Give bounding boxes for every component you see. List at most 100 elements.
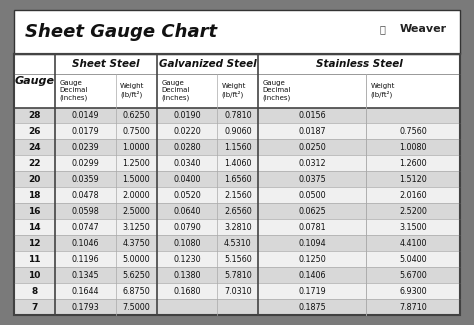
Text: 3.2810: 3.2810: [224, 223, 252, 232]
Text: 5.6700: 5.6700: [399, 271, 427, 280]
Text: Stainless Steel: Stainless Steel: [316, 59, 402, 69]
Text: 2.1560: 2.1560: [224, 191, 252, 200]
Text: Galvanized Steel: Galvanized Steel: [159, 59, 256, 69]
Text: 0.7560: 0.7560: [399, 127, 427, 136]
Text: 0.1230: 0.1230: [173, 255, 201, 264]
Text: 0.0220: 0.0220: [173, 127, 201, 136]
Text: 14: 14: [28, 223, 41, 232]
Text: 0.0781: 0.0781: [299, 223, 326, 232]
Text: 22: 22: [28, 159, 41, 168]
Text: 1.6560: 1.6560: [224, 175, 252, 184]
Text: 0.1644: 0.1644: [72, 287, 99, 296]
Text: 3.1250: 3.1250: [122, 223, 150, 232]
Text: 3.1500: 3.1500: [399, 223, 427, 232]
Text: 5.0000: 5.0000: [122, 255, 150, 264]
Text: 16: 16: [28, 207, 41, 216]
Text: 0.0179: 0.0179: [72, 127, 100, 136]
Text: 1.5120: 1.5120: [399, 175, 427, 184]
Text: 0.0640: 0.0640: [173, 207, 201, 216]
Text: 8: 8: [32, 287, 38, 296]
Text: 5.6250: 5.6250: [122, 271, 150, 280]
Text: 0.1094: 0.1094: [299, 239, 326, 248]
Text: 0.0239: 0.0239: [72, 143, 100, 152]
Text: 0.0520: 0.0520: [173, 191, 201, 200]
Bar: [14, 299, 460, 315]
Text: 0.0500: 0.0500: [299, 191, 326, 200]
Text: 🚛: 🚛: [380, 24, 385, 34]
Text: 1.0000: 1.0000: [123, 143, 150, 152]
Text: 0.0340: 0.0340: [173, 159, 201, 168]
Text: 0.0747: 0.0747: [72, 223, 100, 232]
Text: 1.1560: 1.1560: [224, 143, 252, 152]
Text: 2.5000: 2.5000: [122, 207, 150, 216]
Bar: [14, 203, 460, 219]
Bar: [14, 124, 460, 139]
Text: Gauge
Decimal
(inches): Gauge Decimal (inches): [161, 80, 190, 101]
Text: 0.1080: 0.1080: [173, 239, 201, 248]
Text: Gauge
Decimal
(inches): Gauge Decimal (inches): [263, 80, 291, 101]
Text: 0.1680: 0.1680: [173, 287, 201, 296]
Text: 5.1560: 5.1560: [224, 255, 252, 264]
Text: Weight
(lb/ft²): Weight (lb/ft²): [222, 83, 246, 98]
Text: Sheet Steel: Sheet Steel: [72, 59, 140, 69]
Bar: [14, 10, 460, 54]
Text: 0.0149: 0.0149: [72, 111, 100, 120]
Text: 0.0187: 0.0187: [299, 127, 326, 136]
Text: 1.0080: 1.0080: [399, 143, 427, 152]
Text: 0.0478: 0.0478: [72, 191, 100, 200]
Text: 12: 12: [28, 239, 41, 248]
Bar: [14, 251, 460, 267]
Text: 0.1875: 0.1875: [299, 303, 326, 312]
Text: 24: 24: [28, 143, 41, 152]
Text: 0.0625: 0.0625: [299, 207, 326, 216]
Bar: [14, 235, 460, 251]
Text: 5.0400: 5.0400: [399, 255, 427, 264]
Text: 7.5000: 7.5000: [122, 303, 150, 312]
Text: 1.2500: 1.2500: [122, 159, 150, 168]
Text: 2.0160: 2.0160: [399, 191, 427, 200]
Bar: [14, 283, 460, 299]
Bar: [14, 54, 55, 108]
Text: Weight
(lb/ft²): Weight (lb/ft²): [371, 83, 395, 98]
Text: 7.8710: 7.8710: [399, 303, 427, 312]
Text: 2.6560: 2.6560: [224, 207, 252, 216]
Text: 0.0312: 0.0312: [299, 159, 326, 168]
Text: 0.6250: 0.6250: [122, 111, 150, 120]
Text: 0.1345: 0.1345: [72, 271, 100, 280]
Bar: [14, 139, 460, 155]
Text: 0.7500: 0.7500: [122, 127, 150, 136]
Text: 0.0790: 0.0790: [173, 223, 201, 232]
Text: 10: 10: [28, 271, 41, 280]
Text: 20: 20: [28, 175, 41, 184]
Bar: [14, 54, 460, 108]
Text: 0.1406: 0.1406: [299, 271, 326, 280]
Text: Weaver: Weaver: [399, 24, 447, 34]
Text: 0.1196: 0.1196: [72, 255, 100, 264]
Text: 7: 7: [32, 303, 38, 312]
Text: 1.4060: 1.4060: [224, 159, 252, 168]
Text: 0.1380: 0.1380: [173, 271, 201, 280]
Text: 0.0400: 0.0400: [173, 175, 201, 184]
Bar: [14, 171, 460, 188]
Text: 2.0000: 2.0000: [122, 191, 150, 200]
Text: 4.5310: 4.5310: [224, 239, 252, 248]
Bar: [14, 219, 460, 235]
Text: 4.3750: 4.3750: [122, 239, 150, 248]
Text: 0.0299: 0.0299: [72, 159, 100, 168]
Text: Gauge
Decimal
(inches): Gauge Decimal (inches): [60, 80, 88, 101]
Text: 11: 11: [28, 255, 41, 264]
Text: 0.1250: 0.1250: [299, 255, 326, 264]
Text: 26: 26: [28, 127, 41, 136]
Text: 0.0250: 0.0250: [299, 143, 326, 152]
Text: 0.0598: 0.0598: [72, 207, 100, 216]
Text: 5.7810: 5.7810: [224, 271, 252, 280]
Text: 0.0190: 0.0190: [173, 111, 201, 120]
Text: Sheet Gauge Chart: Sheet Gauge Chart: [25, 23, 218, 41]
Text: 0.1046: 0.1046: [72, 239, 99, 248]
Text: 7.0310: 7.0310: [224, 287, 252, 296]
Text: Gauge: Gauge: [15, 76, 55, 86]
Bar: [14, 155, 460, 171]
Text: 0.9060: 0.9060: [224, 127, 252, 136]
Bar: [14, 108, 460, 124]
Text: 0.0280: 0.0280: [173, 143, 201, 152]
